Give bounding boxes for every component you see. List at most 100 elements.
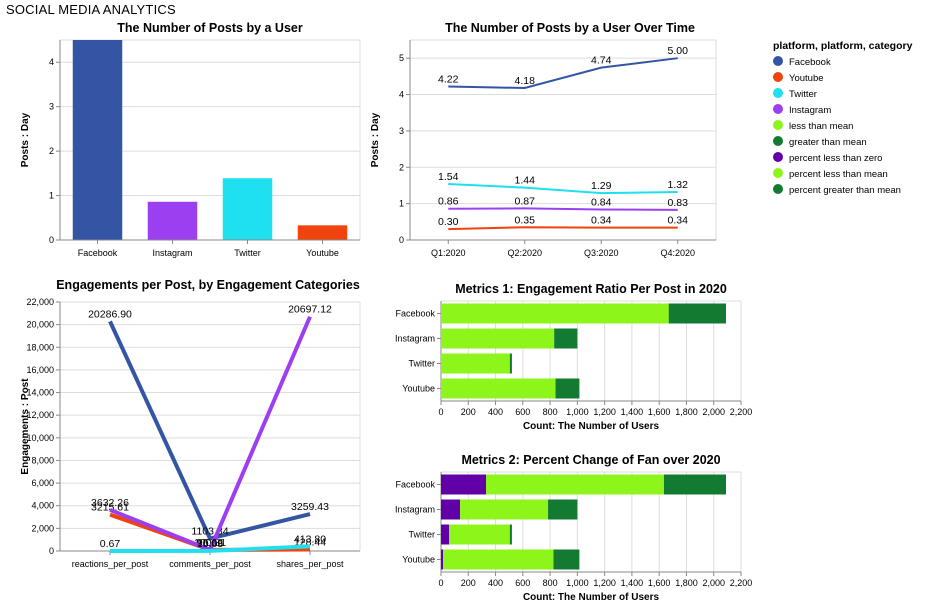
bar-segment-instagram-1 [460, 499, 549, 520]
y-tick-label: Youtube [402, 384, 435, 394]
x-tick-label: 600 [515, 407, 530, 417]
bar-segment-youtube-1 [555, 378, 580, 399]
data-label: 0.84 [591, 196, 612, 208]
series-line-2 [448, 207, 678, 211]
chart-posts-over-time: The Number of Posts by a User Over Time P… [370, 21, 717, 258]
x-tick-label: reactions_per_post [72, 559, 149, 569]
x-tick-label: 800 [543, 407, 558, 417]
chart-posts-by-user: The Number of Posts by a User Posts : Day… [20, 21, 361, 258]
bar-segment-twitter-1 [509, 353, 512, 374]
legend-swatch [773, 136, 783, 146]
x-tick-label: 200 [461, 578, 476, 588]
bar-segment-youtube-1 [443, 549, 554, 570]
x-tick-label: 400 [488, 407, 503, 417]
y-tick-label: 4 [399, 90, 404, 100]
legend-title: platform, platform, category [773, 40, 913, 52]
legend-swatch [773, 168, 783, 178]
y-tick-label: 5 [399, 53, 404, 63]
bar-segment-facebook-0 [441, 303, 669, 324]
bar-facebook [72, 40, 123, 240]
x-tick-label: 2,200 [730, 578, 753, 588]
chart-title: Metrics 2: Percent Change of Fan over 20… [461, 453, 720, 467]
series-line-0 [448, 57, 678, 90]
x-tick-label: 1,800 [675, 578, 698, 588]
data-label: 1.32 [668, 179, 689, 191]
y-tick-label: 14,000 [26, 388, 54, 398]
y-tick-label: Facebook [395, 480, 435, 490]
x-tick-label: 1,400 [621, 407, 644, 417]
bar-instagram [147, 201, 198, 240]
y-tick-label: Twitter [408, 530, 435, 540]
data-label: 3632.26 [91, 497, 129, 509]
x-tick-label: 0 [438, 407, 443, 417]
y-tick-label: 3 [49, 102, 54, 112]
chart-title: The Number of Posts by a User [117, 21, 303, 35]
y-tick-label: 0 [49, 235, 54, 245]
legend-label: Twitter [789, 89, 817, 100]
data-label: 3215.61 [91, 502, 129, 514]
data-label: 0.86 [438, 196, 459, 208]
series-line-0 [108, 320, 311, 541]
x-tick-label: Q3:2020 [584, 248, 619, 258]
y-tick-label: 16,000 [26, 365, 54, 375]
y-tick-label: 8,000 [31, 455, 54, 465]
x-tick-label: Twitter [234, 248, 261, 258]
chart-title: The Number of Posts by a User Over Time [445, 21, 695, 35]
x-tick-label: 2,200 [730, 407, 753, 417]
data-label: 20697.12 [288, 304, 332, 316]
legend-label: percent less than mean [789, 169, 888, 180]
data-label: 1.29 [591, 180, 612, 192]
chart-metrics-2: Metrics 2: Percent Change of Fan over 20… [395, 453, 752, 603]
data-label: 4.22 [438, 74, 459, 86]
dashboard-title: SOCIAL MEDIA ANALYTICS [6, 2, 176, 17]
x-tick-label: 600 [515, 578, 530, 588]
bar-segment-youtube-0 [441, 378, 556, 399]
x-tick-label: 1,800 [675, 407, 698, 417]
y-tick-label: 3 [399, 126, 404, 136]
y-tick-label: 22,000 [26, 297, 54, 307]
legend-label: Youtube [789, 73, 824, 84]
bar-twitter [222, 178, 273, 240]
x-tick-label: Q1:2020 [431, 248, 466, 258]
y-axis-label: Engagements : Post [20, 378, 31, 475]
data-label: 4.18 [515, 75, 536, 87]
x-tick-label: Youtube [306, 248, 339, 258]
data-label: 5.00 [668, 45, 689, 57]
x-tick-label: Q2:2020 [507, 248, 542, 258]
x-tick-label: comments_per_post [169, 559, 251, 569]
chart-title: Metrics 1: Engagement Ratio Per Post in … [455, 282, 727, 296]
data-label: 0.30 [438, 216, 459, 228]
legend-swatch [773, 56, 783, 66]
legend-label: Instagram [789, 105, 831, 116]
bar-segment-instagram-0 [441, 499, 461, 520]
data-label: 20286.90 [88, 308, 132, 320]
bar-segment-twitter-0 [441, 524, 450, 545]
y-tick-label: 18,000 [26, 342, 54, 352]
x-tick-label: 1,600 [648, 578, 671, 588]
x-axis-label: Count: The Number of Users [523, 421, 660, 432]
series-line-3 [448, 226, 678, 231]
y-tick-label: 0 [399, 235, 404, 245]
y-tick-label: 2,000 [31, 523, 54, 533]
legend-swatch [773, 184, 783, 194]
y-tick-label: Instagram [395, 334, 435, 344]
y-axis-label: Posts : Day [20, 112, 31, 167]
chart-title: Engagements per Post, by Engagement Cate… [56, 278, 360, 292]
bar-segment-twitter-0 [441, 353, 510, 374]
data-label: 1.54 [438, 171, 459, 183]
legend-swatch [773, 152, 783, 162]
y-tick-label: 10,000 [26, 433, 54, 443]
legend-swatch [773, 72, 783, 82]
data-label: 0.67 [100, 538, 121, 550]
legend-swatch [773, 88, 783, 98]
legend-label: less than mean [789, 121, 853, 132]
series-line-1 [448, 183, 678, 195]
bar-segment-instagram-0 [441, 328, 555, 349]
data-label: 0.34 [668, 215, 689, 227]
y-tick-label: 4,000 [31, 501, 54, 511]
x-tick-label: 1,000 [566, 578, 589, 588]
x-tick-label: shares_per_post [276, 559, 344, 569]
bar-segment-facebook-2 [663, 474, 726, 495]
bar-segment-twitter-2 [509, 524, 512, 545]
y-axis-label: Posts : Day [370, 112, 381, 167]
